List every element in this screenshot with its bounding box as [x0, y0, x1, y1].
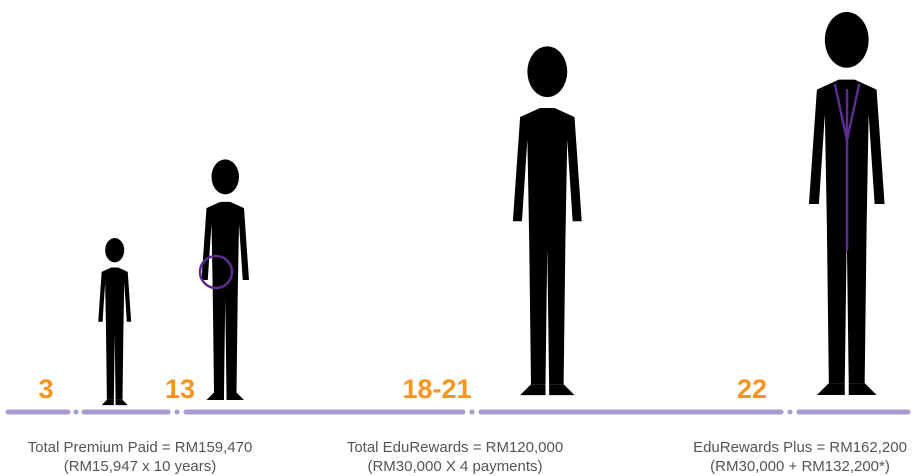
infographic: 3 13 18-21 22 Total Premium Paid = RM159…: [0, 0, 914, 476]
caption-line: Total EduRewards = RM120,000: [347, 439, 563, 456]
caption-line: (RM30,000 + RM132,200*): [710, 458, 890, 475]
age-label: 13: [165, 374, 195, 404]
timeline-dot: [470, 410, 475, 415]
caption-line: (RM15,947 x 10 years): [64, 458, 217, 475]
timeline-dot: [175, 410, 180, 415]
young-man-figure: [513, 46, 582, 395]
boy-figure: [202, 159, 250, 400]
caption-line: (RM30,000 X 4 payments): [367, 458, 542, 475]
timeline-dot: [74, 410, 79, 415]
caption-line: Total Premium Paid = RM159,470: [28, 439, 253, 456]
age-label: 3: [38, 374, 53, 404]
figures: [98, 12, 884, 405]
age-label: 22: [737, 374, 767, 404]
child-figure: [98, 238, 131, 405]
timeline: [8, 410, 908, 415]
caption-line: EduRewards Plus = RM162,200: [693, 439, 907, 456]
timeline-dot: [788, 410, 793, 415]
age-label: 18-21: [402, 374, 471, 404]
